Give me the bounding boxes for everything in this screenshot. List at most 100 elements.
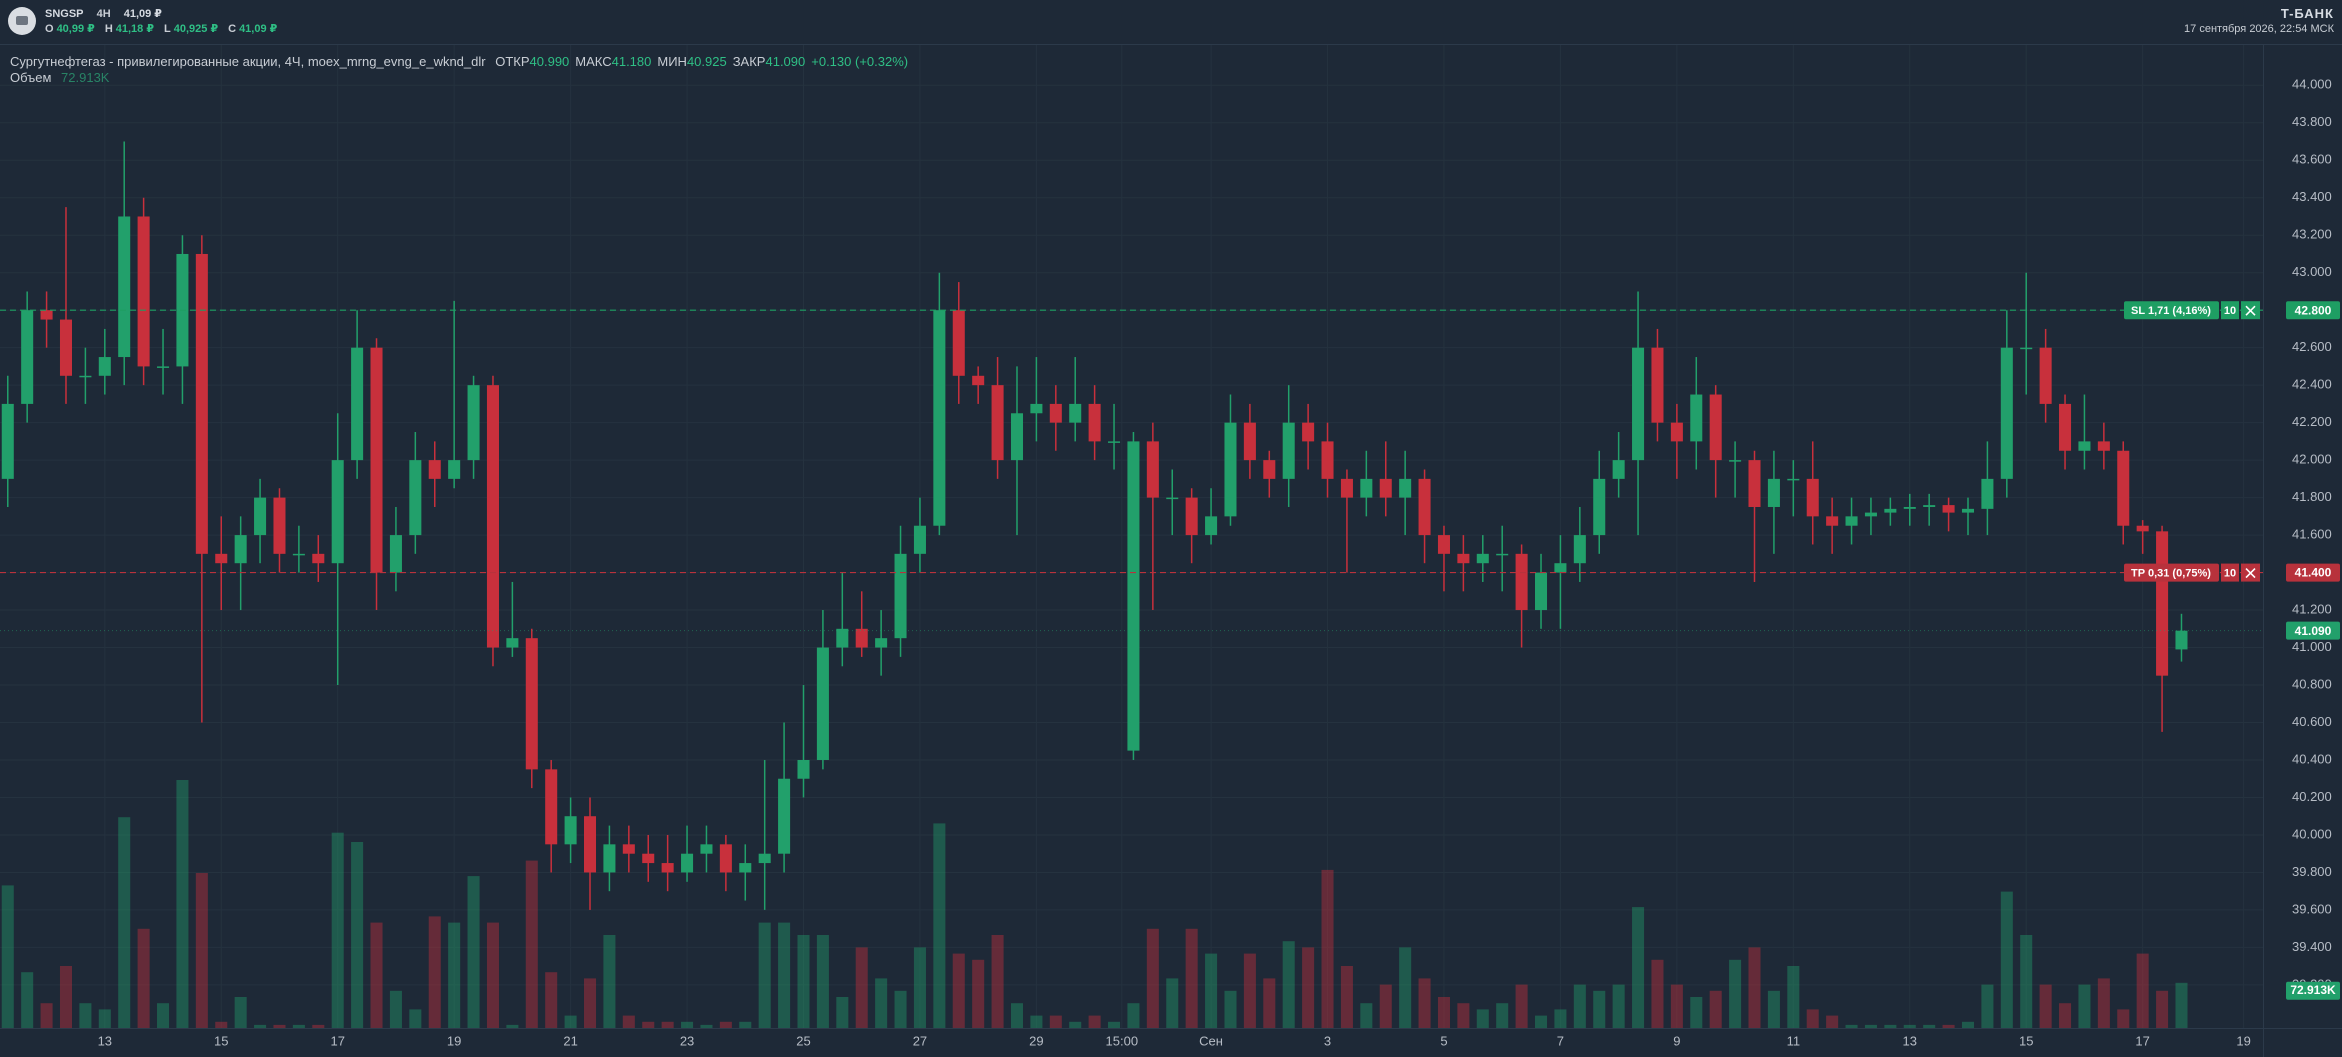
candle-body [1787, 478, 1800, 481]
ohlc-item: H 41,18 ₽ [105, 23, 154, 35]
volume-bar [2136, 953, 2149, 1028]
volume-value: 72.913K [61, 70, 110, 85]
volume-bar [525, 860, 538, 1028]
x-tick-label: 23 [680, 1033, 694, 1048]
volume-bar [719, 1021, 732, 1028]
legend-value: 41.090 [765, 54, 806, 69]
y-tick-label: 40.000 [2292, 826, 2332, 841]
volume-layer [1, 780, 2188, 1028]
volume-bar [913, 947, 926, 1028]
ohlc-key: C [228, 23, 237, 35]
logo[interactable] [8, 7, 36, 35]
candle-body [642, 853, 655, 864]
instrument: Сургутнефтегаз - привилегированные акции… [10, 54, 486, 69]
volume-bar [1340, 966, 1353, 1028]
x-tick-label: 19 [2236, 1033, 2250, 1048]
order-label-text: TP 0,31 (0,75%) [2131, 567, 2211, 579]
volume-bar [2156, 990, 2169, 1028]
candle-body [2097, 441, 2110, 451]
volume-bar [1263, 978, 1276, 1028]
legend-value: 40.990 [529, 54, 570, 69]
volume-bar [1709, 990, 1722, 1028]
volume-bar [2117, 1009, 2130, 1028]
candle-body [875, 638, 888, 648]
candle-body [758, 853, 771, 864]
ohlc-key: O [45, 23, 54, 35]
x-tick-label: 15:00 [1106, 1033, 1139, 1048]
candle-body [1049, 403, 1062, 423]
candle-body [1010, 413, 1024, 461]
interval[interactable]: 4H [96, 8, 111, 20]
order-close-button[interactable] [2241, 563, 2260, 582]
volume-bar [1806, 1009, 1819, 1028]
order-label[interactable]: TP 0,31 (0,75%) 10 [2124, 563, 2260, 582]
volume-bar [564, 1015, 577, 1028]
volume-bar [622, 1015, 635, 1028]
ticker[interactable]: SNGSP [45, 8, 84, 20]
volume-bar [1321, 869, 1334, 1028]
y-tick-label: 39.800 [2292, 864, 2332, 879]
candle-body [1651, 347, 1664, 423]
candle-body [1, 403, 14, 479]
candle-body [1923, 505, 1936, 507]
volume-bar [409, 1009, 422, 1028]
candle-body [2117, 450, 2130, 526]
legend-value: 40.925 [686, 54, 727, 69]
volume-bar [1010, 1003, 1024, 1028]
candle-body [1243, 422, 1256, 461]
volume-bar [1127, 1003, 1140, 1028]
y-tick-label: 40.600 [2292, 714, 2332, 729]
y-tick-label: 39.600 [2292, 901, 2332, 916]
candle-body [2000, 347, 2013, 479]
volume-bar [1903, 1024, 1916, 1028]
candle-body [370, 347, 383, 573]
candle-body [952, 310, 965, 376]
candle-body [1437, 535, 1450, 554]
order-label-box [2124, 301, 2219, 320]
volume-bar [1360, 1003, 1373, 1028]
volume-bar [855, 947, 868, 1028]
volume-bar [195, 873, 208, 1028]
volume-bar [1496, 1003, 1509, 1028]
y-tick-label: 42.200 [2292, 414, 2332, 429]
candle-body [157, 366, 170, 368]
volume-bar [1166, 978, 1179, 1028]
order-close-button[interactable] [2241, 301, 2260, 320]
volume-bar [1748, 947, 1761, 1028]
close-icon [2245, 568, 2256, 579]
y-tick-label: 44.000 [2292, 77, 2332, 92]
y-tick-label: 41.000 [2292, 639, 2332, 654]
candle-body [2039, 347, 2052, 404]
candle-body [254, 497, 267, 536]
order-label[interactable]: SL 1,71 (4,16%) 10 [2124, 301, 2260, 320]
candle-body [2059, 403, 2072, 451]
volume-bar [1884, 1024, 1897, 1028]
volume-bar [661, 1021, 674, 1028]
volume-bar [1049, 1015, 1062, 1028]
candle-body [40, 310, 53, 320]
volume-bar [933, 823, 946, 1028]
volume-bar [1, 885, 14, 1028]
volume-bar [1108, 1021, 1121, 1028]
ticker-line: SNGSP 4H 41,09 ₽ [45, 7, 172, 20]
order-qty: 10 [2224, 567, 2236, 579]
volume-bar [467, 876, 480, 1028]
volume-bar [1088, 1015, 1101, 1028]
candle-body [1729, 460, 1742, 462]
candle-body [506, 638, 519, 648]
order-price-tag [2286, 301, 2340, 320]
x-tick-label: 29 [1029, 1033, 1043, 1048]
volume-bar [778, 922, 791, 1028]
volume-bar [1534, 1015, 1548, 1028]
volume-bar [642, 1021, 655, 1028]
candle-body [1282, 422, 1295, 479]
candle-body [933, 310, 946, 526]
candle-body [1069, 403, 1082, 423]
candle-body [2020, 347, 2033, 350]
volume-bar [1418, 978, 1431, 1028]
candle-body [1515, 553, 1528, 611]
volume-bar [137, 928, 150, 1028]
order-qty-box [2221, 563, 2239, 582]
ohlc-item: C 41,09 ₽ [228, 23, 277, 35]
